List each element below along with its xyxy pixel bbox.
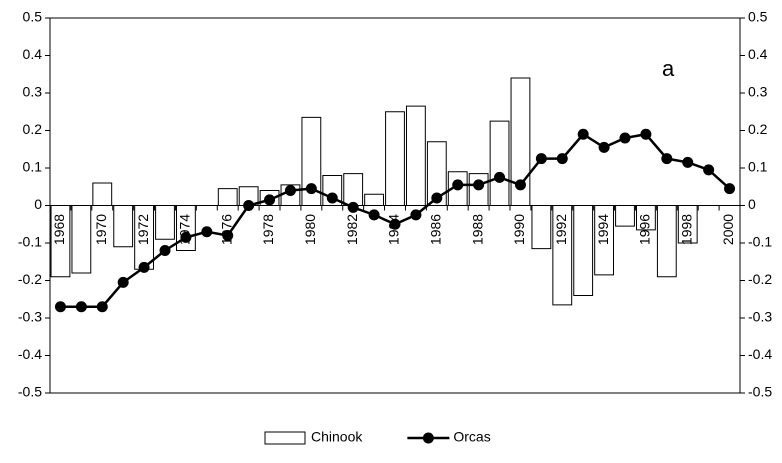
x-tick-label: 1988 <box>469 214 485 245</box>
x-tick-label: 1972 <box>135 214 151 245</box>
marker <box>535 153 547 165</box>
bar <box>573 205 594 296</box>
marker <box>347 201 359 213</box>
marker <box>598 141 610 153</box>
marker <box>222 230 234 241</box>
y2-tick-label: -0.1 <box>748 234 772 250</box>
x-tick-label: 1978 <box>260 214 276 245</box>
y-tick-label: 0.2 <box>23 121 43 137</box>
marker <box>577 128 589 140</box>
y-tick-label: 0.4 <box>23 46 43 62</box>
y2-tick-label: 0.2 <box>748 121 768 137</box>
marker <box>159 245 171 256</box>
y2-tick-label: -0.4 <box>748 346 772 362</box>
y2-tick-label: 0.1 <box>748 159 768 175</box>
marker <box>201 226 213 238</box>
marker <box>138 261 150 273</box>
marker <box>724 183 736 195</box>
marker <box>305 183 317 195</box>
y2-tick-label: 0.3 <box>748 84 768 100</box>
bar <box>217 188 238 206</box>
x-tick-label: 1986 <box>428 214 444 245</box>
bar <box>489 120 510 206</box>
bar <box>113 205 134 248</box>
bar <box>656 205 677 278</box>
x-tick-label: 1996 <box>637 214 653 245</box>
y2-tick-label: -0.3 <box>748 309 772 325</box>
bar <box>615 205 635 227</box>
marker <box>326 192 338 204</box>
bar <box>385 111 405 206</box>
marker <box>96 301 108 313</box>
bar <box>343 173 364 206</box>
marker <box>494 171 506 183</box>
x-tick-label: 1998 <box>678 214 694 245</box>
x-tick-label: 1980 <box>302 214 318 245</box>
bar <box>71 205 92 274</box>
bar <box>92 182 113 206</box>
marker <box>389 218 401 230</box>
y-tick-label: -0.1 <box>18 234 42 250</box>
bar <box>155 205 175 240</box>
y2-tick-label: 0 <box>748 196 756 212</box>
marker <box>682 156 694 168</box>
marker <box>640 128 652 140</box>
y2-tick-label: -0.5 <box>748 384 772 400</box>
y-tick-label: 0.1 <box>23 159 43 175</box>
bar <box>531 205 552 250</box>
marker <box>75 301 87 313</box>
marker <box>117 276 129 288</box>
x-tick-label: 1990 <box>511 214 527 245</box>
x-tick-label: 2000 <box>720 214 736 245</box>
legend-label: Chinook <box>311 429 363 445</box>
y-tick-label: 0.5 <box>23 9 43 25</box>
marker <box>619 132 631 144</box>
marker <box>661 153 673 165</box>
marker <box>243 200 255 211</box>
x-tick-label: 1970 <box>93 214 109 245</box>
marker <box>431 192 443 204</box>
legend-swatch <box>264 431 306 445</box>
marker <box>514 179 526 191</box>
x-tick-label: 1994 <box>595 214 611 245</box>
marker <box>703 164 715 176</box>
y-tick-label: -0.4 <box>18 346 42 362</box>
y-tick-label: -0.2 <box>18 271 42 287</box>
marker <box>180 231 192 243</box>
marker <box>410 209 422 221</box>
marker <box>556 153 568 165</box>
marker <box>368 209 380 221</box>
legend-marker <box>422 432 434 444</box>
marker <box>452 179 464 191</box>
y-tick-label: 0.3 <box>23 84 43 100</box>
marker <box>284 185 296 196</box>
marker <box>473 179 485 191</box>
y-tick-label: 0 <box>34 196 42 212</box>
marker <box>264 194 276 206</box>
y2-tick-label: 0.4 <box>748 46 768 62</box>
y2-tick-label: -0.2 <box>748 271 772 287</box>
y-tick-label: -0.3 <box>18 309 42 325</box>
bar <box>406 105 426 206</box>
x-tick-label: 1982 <box>344 214 360 245</box>
bar <box>364 193 385 206</box>
x-tick-label: 1992 <box>553 214 569 245</box>
annotation: a <box>662 56 675 81</box>
x-tick-label: 1968 <box>51 214 67 245</box>
y2-tick-label: 0.5 <box>748 9 768 25</box>
legend-label: Orcas <box>453 429 490 445</box>
y-tick-label: -0.5 <box>18 384 42 400</box>
marker <box>54 301 66 313</box>
